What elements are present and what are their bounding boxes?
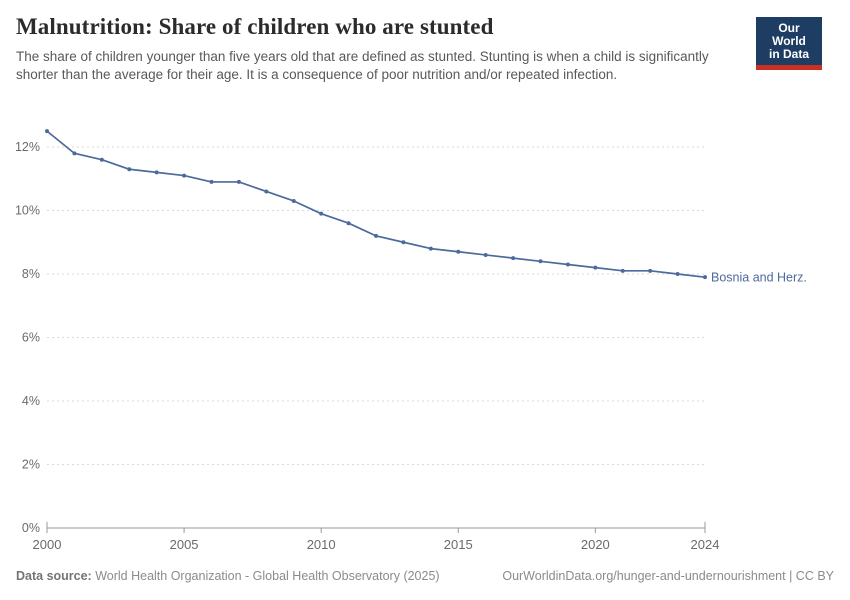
data-point-2015[interactable]: [456, 249, 461, 254]
data-point-2008[interactable]: [264, 189, 269, 194]
owid-logo-line1: Our World: [772, 21, 806, 48]
owid-logo[interactable]: Our World in Data: [756, 17, 822, 70]
data-point-2004[interactable]: [154, 170, 159, 175]
data-point-2021[interactable]: [620, 268, 625, 273]
x-axis-label-2024: 2024: [691, 537, 720, 552]
data-point-2012[interactable]: [374, 233, 378, 238]
data-point-2022[interactable]: [648, 268, 653, 273]
chart-header: Malnutrition: Share of children who are …: [16, 14, 834, 84]
data-point-2010[interactable]: [319, 211, 324, 216]
data-source-label: Data source:: [16, 569, 92, 583]
x-axis-label-2020: 2020: [581, 537, 610, 552]
y-axis-label-8: 8%: [22, 267, 40, 281]
data-point-2006[interactable]: [209, 179, 214, 184]
x-axis-label-2010: 2010: [307, 537, 336, 552]
series-end-label[interactable]: Bosnia and Herz.: [711, 271, 807, 285]
data-point-2014[interactable]: [428, 246, 433, 251]
data-source-note: Data source: World Health Organization -…: [16, 569, 440, 583]
owid-logo-accent-bar: [756, 65, 822, 70]
x-axis-line: [46, 522, 706, 529]
data-point-2020[interactable]: [593, 265, 598, 270]
y-axis-label-10: 10%: [15, 204, 40, 218]
attribution-link[interactable]: OurWorldinData.org/hunger-and-undernouri…: [502, 569, 834, 583]
x-axis-label-2015: 2015: [444, 537, 473, 552]
chart-footer: Data source: World Health Organization -…: [16, 569, 834, 583]
owid-logo-box: Our World in Data: [756, 17, 822, 65]
data-point-2011[interactable]: [346, 221, 351, 226]
x-axis-label-2005: 2005: [170, 537, 199, 552]
y-axis-label-4: 4%: [22, 394, 40, 408]
data-point-2023[interactable]: [675, 272, 680, 276]
data-point-2013[interactable]: [401, 240, 406, 245]
y-axis-label-0: 0%: [22, 521, 40, 535]
data-source-text: World Health Organization - Global Healt…: [91, 569, 440, 583]
data-point-2017[interactable]: [511, 256, 516, 261]
data-point-2018[interactable]: [538, 259, 543, 264]
data-point-2024[interactable]: [703, 275, 707, 280]
chart-title: Malnutrition: Share of children who are …: [16, 14, 494, 39]
chart-subtitle: The share of children younger than five …: [16, 49, 709, 82]
data-point-2016[interactable]: [483, 252, 488, 257]
series-line[interactable]: [46, 130, 706, 279]
owid-logo-line2: in Data: [768, 47, 809, 61]
data-point-2000[interactable]: [45, 129, 49, 134]
x-axis-label-2000: 2000: [33, 537, 62, 552]
data-point-2002[interactable]: [99, 157, 104, 162]
data-point-2003[interactable]: [127, 167, 132, 172]
data-point-2019[interactable]: [565, 262, 570, 267]
y-axis-label-2: 2%: [22, 458, 40, 472]
y-axis-label-12: 12%: [15, 140, 40, 154]
data-point-2009[interactable]: [291, 198, 296, 203]
y-axis-label-6: 6%: [22, 331, 40, 345]
data-point-2007[interactable]: [236, 179, 241, 184]
data-point-2005[interactable]: [182, 173, 187, 178]
data-point-2001[interactable]: [72, 151, 77, 156]
